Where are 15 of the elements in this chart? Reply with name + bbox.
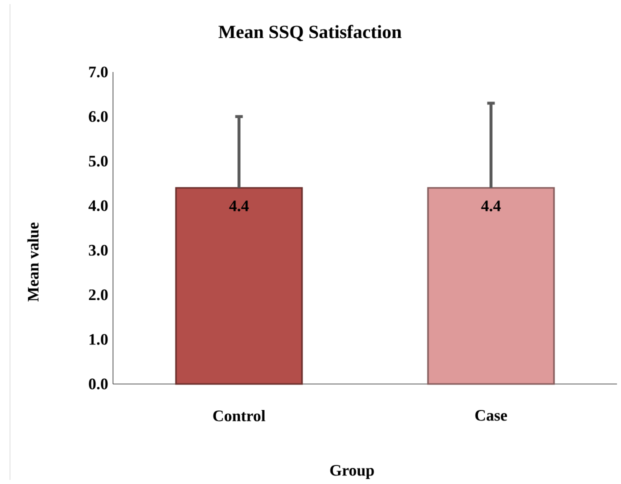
data-label: 4.4 bbox=[229, 200, 249, 212]
y-tick-label: 2.0 bbox=[88, 289, 108, 300]
y-tick-label: 7.0 bbox=[89, 66, 108, 78]
x-tick-label: Control bbox=[213, 410, 266, 422]
y-tick-label: 1.0 bbox=[90, 334, 108, 345]
chart-title: Mean SSQ Satisfaction bbox=[218, 24, 402, 42]
y-tick-label: 6.0 bbox=[88, 111, 108, 122]
x-tick-label: Case bbox=[475, 410, 508, 421]
y-tick-label: 0.0 bbox=[88, 378, 108, 390]
y-tick-label: 5.0 bbox=[88, 156, 108, 167]
y-tick-label: 4.0 bbox=[88, 200, 108, 212]
x-axis-title: Group bbox=[330, 464, 374, 479]
y-tick-label: 3.0 bbox=[88, 244, 108, 256]
data-label: 4.4 bbox=[481, 200, 501, 212]
y-axis-title: Mean value bbox=[27, 222, 39, 302]
